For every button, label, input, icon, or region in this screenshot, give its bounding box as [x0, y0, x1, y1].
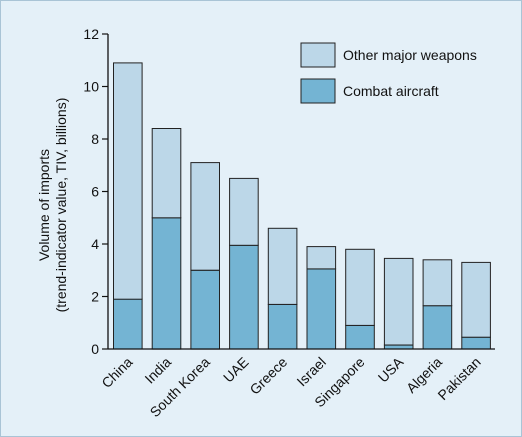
- y-tick-label-6: 6: [91, 184, 99, 200]
- bar-other-major-weapons-south-korea: [190, 162, 220, 271]
- bar-combat-aircraft-india: [151, 217, 182, 350]
- y-axis-label-line2: (trend-indicator value, TIV, billions): [53, 98, 69, 313]
- bars-group: [113, 62, 491, 350]
- bar-combat-aircraft-algeria: [422, 305, 453, 350]
- x-tick-label-pakistan: Pakistan: [434, 354, 483, 403]
- bar-other-major-weapons-singapore: [345, 248, 375, 326]
- legend-label-combat-aircraft: Combat aircraft: [343, 83, 439, 99]
- bar-combat-aircraft-singapore: [345, 324, 375, 350]
- bar-other-major-weapons-pakistan: [461, 261, 491, 338]
- bar-other-major-weapons-greece: [267, 227, 298, 305]
- bar-other-major-weapons-china: [113, 62, 143, 300]
- y-axis-label: Volume of imports (trend-indicator value…: [36, 98, 69, 313]
- bar-combat-aircraft-uae: [229, 244, 259, 350]
- bar-other-major-weapons-usa: [383, 257, 414, 346]
- x-tick-label-uae: UAE: [220, 354, 252, 386]
- bar-other-major-weapons-algeria: [422, 259, 453, 307]
- bar-other-major-weapons-uae: [229, 177, 259, 246]
- y-axis-label-line1: Volume of imports: [36, 149, 52, 261]
- x-tick-label-india: India: [141, 354, 174, 387]
- bar-other-major-weapons-india: [151, 128, 182, 219]
- bar-other-major-weapons-israel: [306, 246, 337, 270]
- y-tick-label-8: 8: [91, 131, 99, 147]
- legend: Other major weapons Combat aircraft: [300, 42, 477, 104]
- y-tick-label-2: 2: [91, 289, 99, 305]
- y-axis: 0 2 4 6 8 10 12: [83, 26, 109, 357]
- x-tick-label-usa: USA: [375, 353, 407, 385]
- x-tick-label-israel: Israel: [293, 354, 329, 390]
- bar-combat-aircraft-israel: [306, 268, 337, 350]
- bar-combat-aircraft-china: [113, 298, 143, 350]
- x-tick-label-greece: Greece: [246, 354, 290, 398]
- bar-combat-aircraft-pakistan: [461, 336, 491, 350]
- legend-swatch-other-major-weapons: [300, 42, 336, 68]
- y-tick-label-4: 4: [91, 236, 99, 252]
- y-tick-label-0: 0: [91, 341, 99, 357]
- bar-combat-aircraft-south-korea: [190, 269, 220, 350]
- y-tick-label-10: 10: [83, 79, 99, 95]
- legend-label-other-major-weapons: Other major weapons: [343, 47, 477, 63]
- y-tick-label-12: 12: [83, 26, 99, 42]
- x-tick-label-china: China: [98, 354, 135, 391]
- bar-combat-aircraft-greece: [267, 303, 298, 350]
- legend-swatch-combat-aircraft: [300, 78, 336, 104]
